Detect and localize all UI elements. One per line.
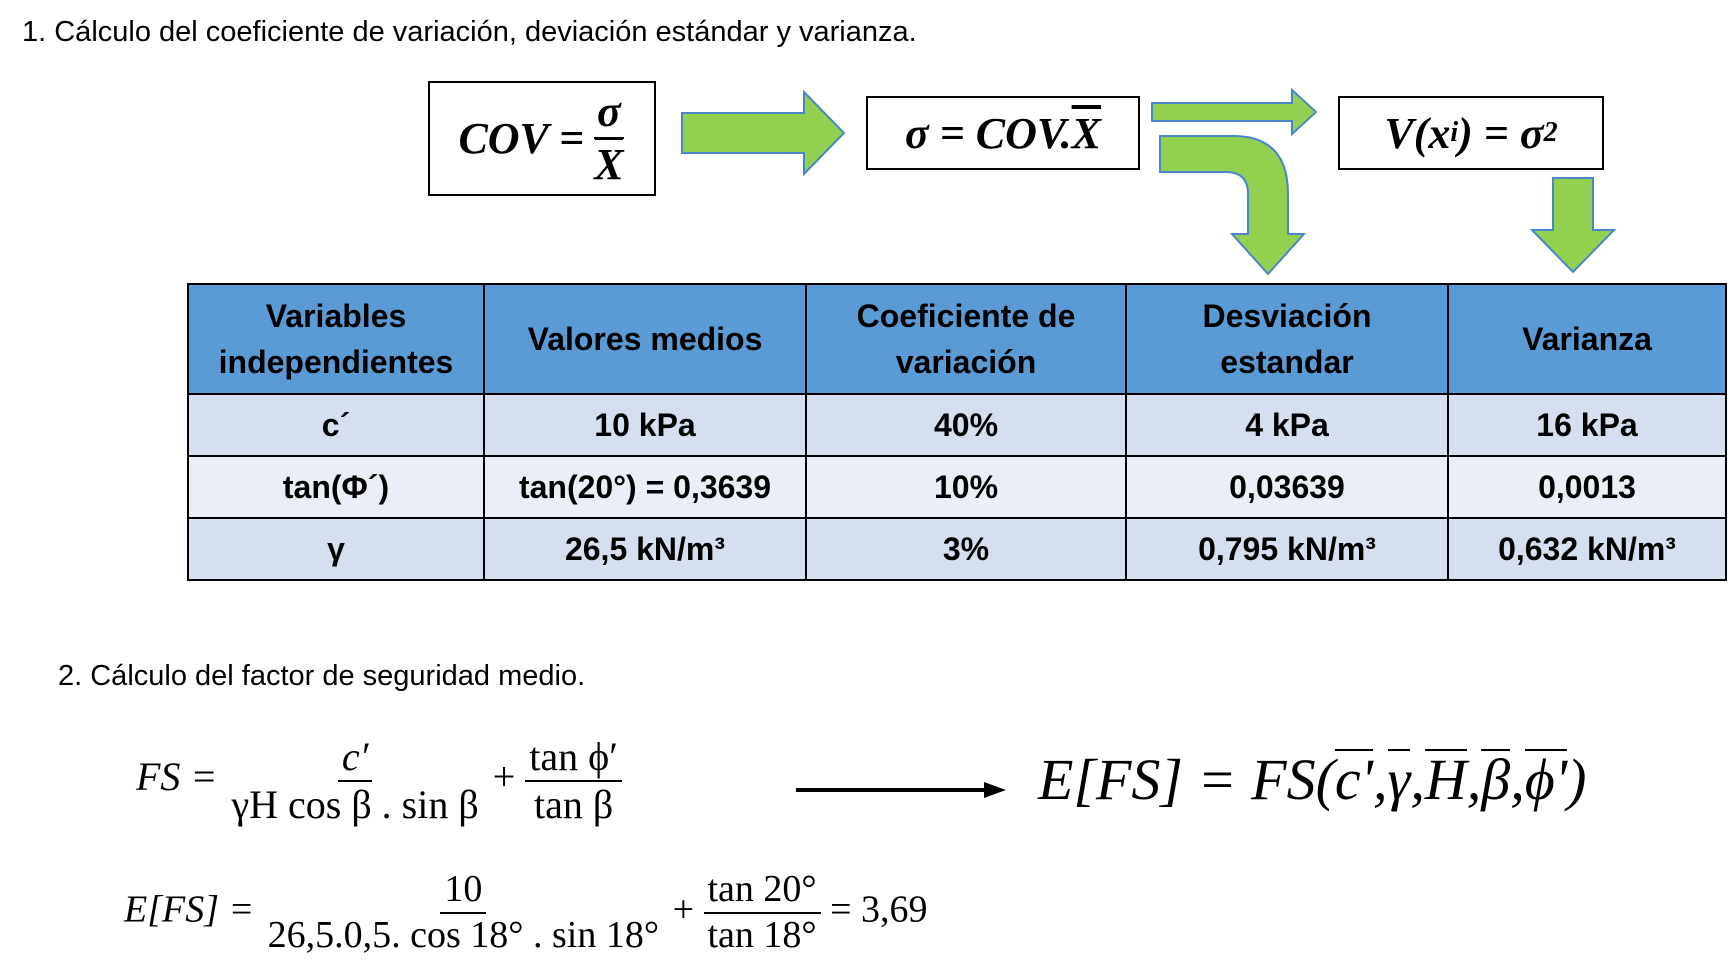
efs-arg: H <box>1424 747 1467 812</box>
table-cell: 0,795 kN/m³ <box>1125 517 1449 581</box>
table-cell: tan(20°) = 0,3639 <box>483 455 807 519</box>
table-cell: tan(Φ´) <box>187 455 485 519</box>
table-row: γ 26,5 kN/m³ 3% 0,795 kN/m³ 0,632 kN/m³ <box>187 517 1727 581</box>
column-header: Variables independientes <box>187 283 485 395</box>
fs-fraction-1: c′ γH cos β . sin β <box>227 734 482 828</box>
right-arrow-icon <box>1151 88 1318 136</box>
table-cell: 10% <box>805 455 1127 519</box>
efs-general-lhs: E[FS] = FS( <box>1038 747 1335 812</box>
cov-numerator: σ <box>595 90 623 140</box>
efs-numeric-result: = 3,69 <box>830 888 928 931</box>
column-header: Varianza <box>1447 283 1727 395</box>
cov-formula-box: COV = σ X <box>428 81 656 196</box>
fs-plus-sign: + <box>492 754 516 800</box>
fs-fraction-2-denominator: tan β <box>533 782 614 827</box>
table-cell: 0,632 kN/m³ <box>1447 517 1727 581</box>
table-cell: 4 kPa <box>1125 393 1449 457</box>
cov-fraction: σ X <box>592 90 625 189</box>
efs-arg: ϕ' <box>1524 747 1568 812</box>
efs-numeric-fraction-2-numerator: tan 20° <box>703 868 821 914</box>
table-cell: γ <box>187 517 485 581</box>
table-cell: 10 kPa <box>483 393 807 457</box>
efs-numeric-formula: E[FS] = 10 26,5.0,5. cos 18° . sin 18° +… <box>124 868 928 957</box>
sigma-formula-lhs: σ = COV. <box>905 108 1072 158</box>
table-cell: 26,5 kN/m³ <box>483 517 807 581</box>
statistics-table: Variables independientes Valores medios C… <box>187 283 1727 581</box>
table-row: tan(Φ´) tan(20°) = 0,3639 10% 0,03639 0,… <box>187 455 1727 519</box>
variance-formula-exponent: 2 <box>1543 117 1558 148</box>
column-header: Valores medios <box>483 283 807 395</box>
efs-arg: c' <box>1334 747 1374 812</box>
efs-numeric-fraction-2: tan 20° tan 18° <box>703 868 821 957</box>
efs-numeric-fraction-1-numerator: 10 <box>440 868 487 914</box>
table-cell: 3% <box>805 517 1127 581</box>
cov-denominator: X <box>592 137 625 189</box>
table-row: c´ 10 kPa 40% 4 kPa 16 kPa <box>187 393 1727 457</box>
column-header: Coeficiente de variación <box>805 283 1127 395</box>
variance-formula-mid: ) = σ <box>1458 108 1544 158</box>
section-2-heading: 2. Cálculo del factor de seguridad medio… <box>58 660 586 692</box>
efs-arg: β <box>1481 747 1511 812</box>
cov-formula-lhs: COV = <box>458 114 585 163</box>
efs-numeric-plus-sign: + <box>672 888 694 931</box>
variance-formula-subscript: i <box>1450 117 1459 148</box>
efs-numeric-fraction-2-denominator: tan 18° <box>707 913 817 956</box>
column-header: Desviación estandar <box>1125 283 1449 395</box>
fs-fraction-2: tan ϕ′ tan β <box>525 734 622 828</box>
curved-down-arrow-icon <box>1159 135 1307 276</box>
table-cell: 40% <box>805 393 1127 457</box>
efs-general-close: ) <box>1567 747 1587 812</box>
fs-fraction-1-denominator: γH cos β . sin β <box>231 782 479 827</box>
efs-numeric-fraction-1: 10 26,5.0,5. cos 18° . sin 18° <box>264 868 663 957</box>
right-arrow-icon <box>681 90 846 176</box>
table-cell: 0,03639 <box>1125 455 1449 519</box>
table-cell: c´ <box>187 393 485 457</box>
fs-formula-lhs: FS = <box>136 754 218 800</box>
sigma-formula-xbar: X <box>1071 108 1101 158</box>
efs-numeric-fraction-1-denominator: 26,5.0,5. cos 18° . sin 18° <box>267 913 660 956</box>
fs-formula: FS = c′ γH cos β . sin β + tan ϕ′ tan β <box>136 734 622 828</box>
section-1-heading: 1. Cálculo del coeficiente de variación,… <box>22 16 917 48</box>
efs-arg: γ <box>1387 747 1411 812</box>
efs-general-formula: E[FS] = FS(c',γ,H,β,ϕ') <box>1038 747 1587 812</box>
sigma-formula-box: σ = COV. X <box>866 96 1140 170</box>
down-arrow-icon <box>1530 177 1616 274</box>
table-header-row: Variables independientes Valores medios C… <box>187 283 1727 395</box>
variance-formula-lhs: V(x <box>1384 108 1451 158</box>
long-right-arrow-icon <box>796 782 1006 798</box>
fs-fraction-2-numerator: tan ϕ′ <box>525 734 622 782</box>
table-cell: 16 kPa <box>1447 393 1727 457</box>
efs-numeric-lhs: E[FS] = <box>124 888 255 931</box>
cov-denominator-symbol: X <box>594 137 624 189</box>
fs-fraction-1-numerator: c′ <box>337 734 373 782</box>
table-cell: 0,0013 <box>1447 455 1727 519</box>
